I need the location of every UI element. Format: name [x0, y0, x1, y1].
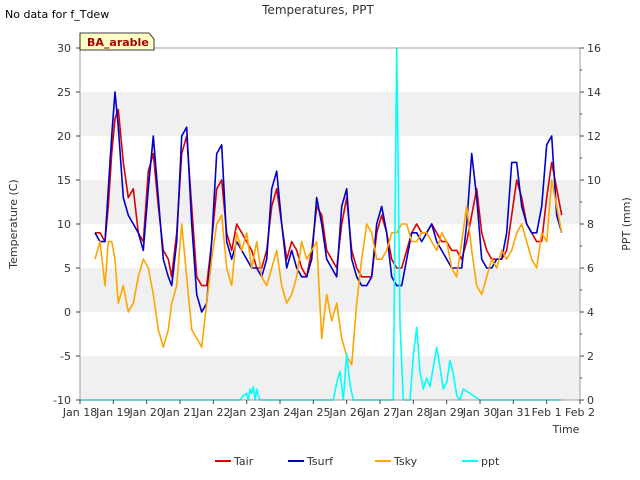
series-line-tair	[95, 108, 563, 287]
grid-band	[80, 356, 580, 400]
grid-band	[80, 268, 580, 312]
plot-background	[80, 48, 580, 400]
x-tick-label: Jan 24	[262, 406, 297, 419]
y-tick-label: 15	[57, 174, 71, 187]
x-tick-label: Jan 21	[162, 406, 197, 419]
x-tick-label: Jan 22	[195, 406, 230, 419]
y2-tick-label: 10	[587, 174, 601, 187]
x-tick-label: Jan 25	[295, 406, 330, 419]
y-tick-label: 5	[64, 262, 71, 275]
y-tick-label: 0	[64, 306, 71, 319]
y2-tick-label: 8	[587, 218, 594, 231]
legend-label-ppt: ppt	[481, 455, 500, 468]
x-tick-label: Feb 1	[532, 406, 562, 419]
legend-label-tair: Tair	[233, 455, 254, 468]
y-tick-label: -5	[60, 350, 71, 363]
y2-axis-label: PPT (mm)	[620, 197, 633, 251]
no-data-note: No data for f_Tdew	[5, 8, 109, 21]
site-label: BA_arable	[87, 36, 149, 49]
y2-tick-label: 6	[587, 262, 594, 275]
chart-title: Temperatures, PPT	[261, 3, 374, 17]
x-tick-label: Jan 31	[495, 406, 530, 419]
x-tick-label: Jan 23	[228, 406, 263, 419]
y2-tick-label: 4	[587, 306, 594, 319]
x-tick-label: Jan 19	[95, 406, 130, 419]
x-tick-label: Feb 2	[565, 406, 595, 419]
x-tick-label: Jan 30	[462, 406, 497, 419]
legend-label-tsky: Tsky	[393, 455, 418, 468]
x-tick-label: Jan 29	[428, 406, 463, 419]
x-axis-label: Time	[552, 423, 580, 436]
x-tick-label: Jan 18	[62, 406, 97, 419]
y-tick-label: -10	[53, 394, 71, 407]
series-line-tsky	[94, 179, 563, 366]
y2-tick-label: 16	[587, 42, 601, 55]
y-tick-label: 25	[57, 86, 71, 99]
grid-band	[80, 180, 580, 224]
y2-tick-label: 2	[587, 350, 594, 363]
y-axis-label: Temperature (C)	[7, 179, 20, 269]
series-line-tsurf	[94, 91, 563, 313]
site-label-box: BA_arable	[79, 32, 155, 51]
y2-tick-label: 12	[587, 130, 601, 143]
x-tick-label: Jan 26	[328, 406, 363, 419]
legend-label-tsurf: Tsurf	[306, 455, 334, 468]
y-tick-label: 30	[57, 42, 71, 55]
y2-tick-label: 0	[587, 394, 594, 407]
x-tick-label: Jan 27	[362, 406, 397, 419]
y2-tick-label: 14	[587, 86, 601, 99]
y-tick-label: 20	[57, 130, 71, 143]
grid-band	[80, 92, 580, 136]
y-tick-label: 10	[57, 218, 71, 231]
x-tick-label: Jan 20	[128, 406, 163, 419]
legend: Tair Tsurf Tsky ppt	[215, 455, 500, 468]
x-tick-label: Jan 28	[395, 406, 430, 419]
